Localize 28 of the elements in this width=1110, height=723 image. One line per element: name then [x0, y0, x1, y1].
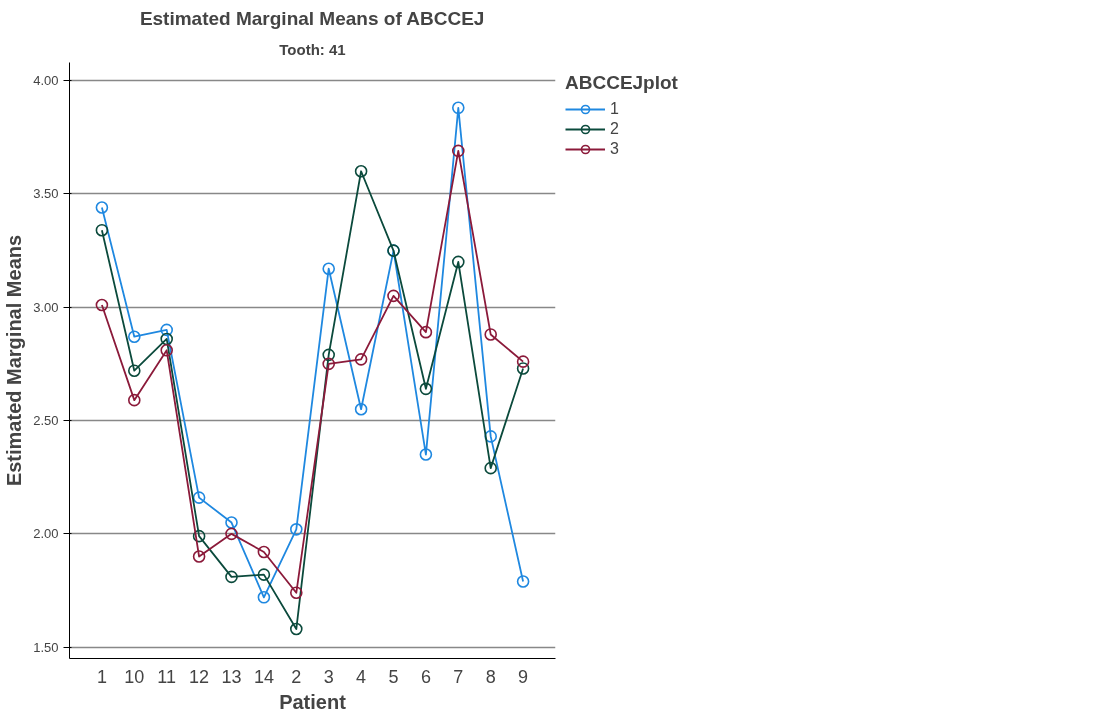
y-tick-label: 3.50: [33, 186, 59, 202]
x-tick-label: 9: [518, 666, 529, 687]
x-tick-label: 10: [124, 666, 145, 687]
x-tick-label: 6: [420, 666, 431, 687]
y-tick-label: 4.00: [33, 73, 59, 89]
x-tick-label: 3: [323, 666, 334, 687]
x-tick-label: 11: [157, 666, 177, 687]
x-tick-label: 8: [485, 666, 496, 687]
legend-label: 3: [610, 140, 620, 158]
y-tick-label: 2.50: [33, 413, 59, 429]
chart-title: Estimated Marginal Means of ABCCEJ: [139, 7, 485, 29]
y-tick-label: 1.50: [33, 639, 59, 655]
x-tick-label: 7: [453, 666, 464, 687]
chart-subtitle: Tooth: 41: [279, 40, 346, 58]
x-axis-title: Patient: [279, 690, 347, 713]
x-tick-label: 2: [291, 666, 302, 687]
y-axis-title: Estimated Marginal Means: [3, 234, 26, 487]
x-tick-label: 14: [253, 666, 274, 687]
x-tick-label: 1: [96, 666, 107, 687]
legend-title: ABCCEJplot: [565, 72, 678, 94]
y-tick-label: 2.00: [33, 526, 59, 542]
x-tick-label: 4: [356, 666, 367, 687]
legend-label: 1: [610, 100, 620, 118]
x-tick-label: 13: [221, 666, 242, 687]
x-tick-label: 5: [388, 666, 399, 687]
x-tick-label: 12: [189, 666, 210, 687]
legend-label: 2: [610, 120, 620, 138]
y-tick-label: 3.00: [33, 299, 59, 315]
